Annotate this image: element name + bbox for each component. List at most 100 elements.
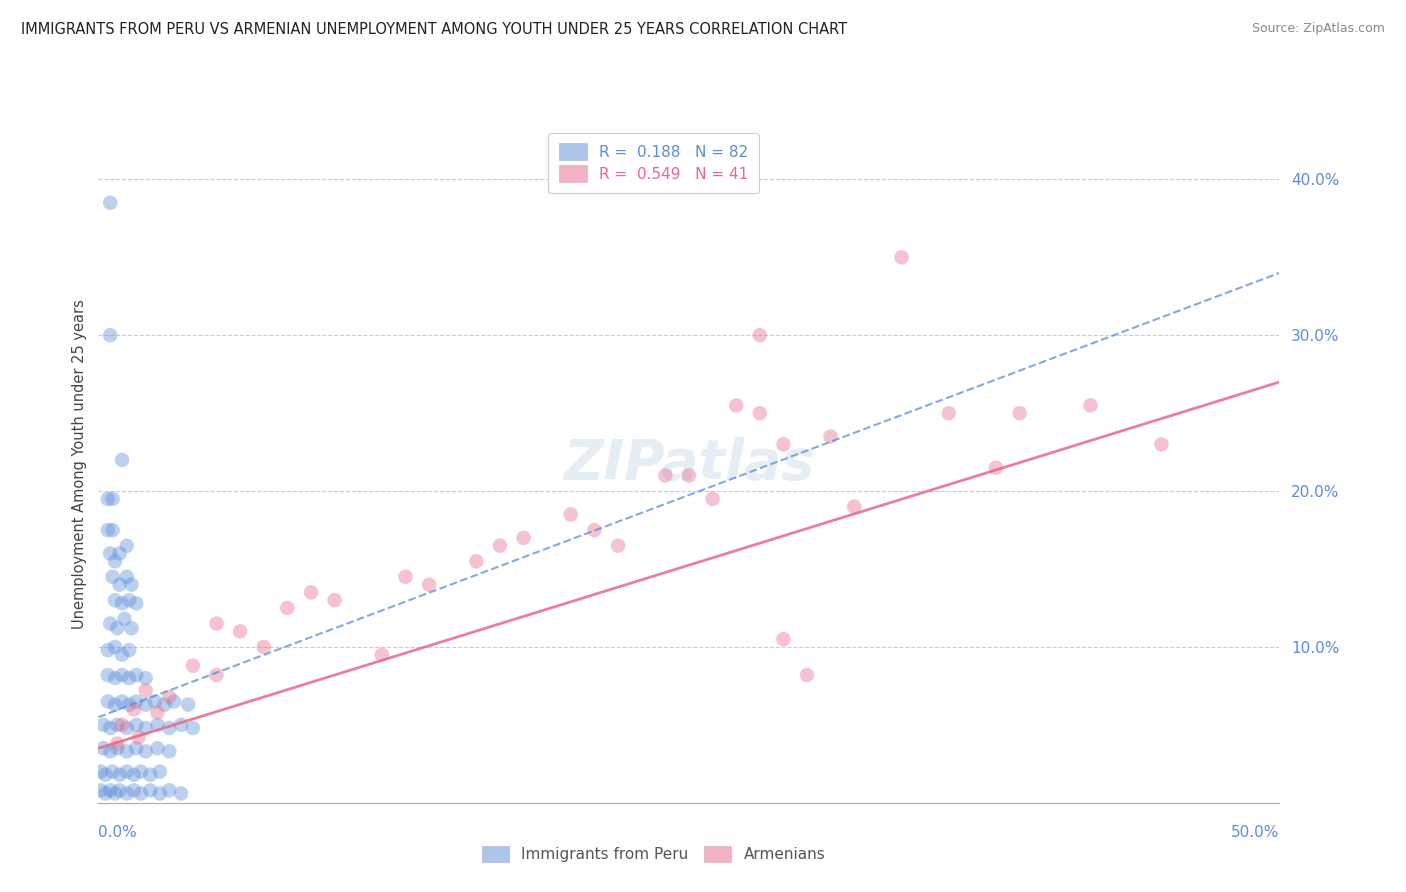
Point [489,539,512,553]
Point [104,554,127,568]
Legend: Immigrants from Peru, Armenians: Immigrants from Peru, Armenians [471,835,837,873]
Point [111,453,134,467]
Point [108,577,131,591]
Point [118,593,141,607]
Point [135,698,157,712]
Point [157,690,180,704]
Point [796,668,818,682]
Point [98,328,121,343]
Point [104,593,127,607]
Point [98,744,121,758]
Point [125,694,148,708]
Point [97,643,120,657]
Point [583,523,606,537]
Point [90,783,112,797]
Point [276,601,298,615]
Point [146,706,169,720]
Point [104,787,127,801]
Point [125,718,148,732]
Point [104,671,127,685]
Point [135,744,157,758]
Point [129,787,152,801]
Point [108,546,131,560]
Point [105,621,128,635]
Point [702,491,724,506]
Point [118,671,141,685]
Point [1150,437,1173,451]
Point [163,694,186,708]
Y-axis label: Unemployment Among Youth under 25 years: Unemployment Among Youth under 25 years [72,299,87,629]
Point [125,668,148,682]
Point [98,783,121,797]
Point [205,616,228,631]
Point [98,546,121,560]
Point [607,539,630,553]
Point [101,523,124,537]
Point [371,648,394,662]
Text: IMMIGRANTS FROM PERU VS ARMENIAN UNEMPLOYMENT AMONG YOUTH UNDER 25 YEARS CORRELA: IMMIGRANTS FROM PERU VS ARMENIAN UNEMPLO… [21,22,848,37]
Point [104,640,127,654]
Point [105,718,128,732]
Point [111,596,134,610]
Point [772,632,794,647]
Point [560,508,582,522]
Point [125,741,148,756]
Point [115,721,138,735]
Point [129,764,152,779]
Point [115,764,138,779]
Point [323,593,346,607]
Text: ZIPatlas: ZIPatlas [564,437,814,491]
Point [465,554,488,568]
Point [115,787,138,801]
Point [938,406,960,420]
Point [205,668,228,682]
Point [101,491,124,506]
Point [115,570,138,584]
Point [112,612,135,626]
Point [90,764,112,779]
Point [135,683,157,698]
Point [748,406,770,420]
Point [153,698,176,712]
Point [111,718,134,732]
Point [115,744,138,758]
Point [118,698,141,712]
Point [139,783,162,797]
Point [105,737,128,751]
Point [94,787,117,801]
Point [229,624,252,639]
Point [94,768,117,782]
Text: 50.0%: 50.0% [1232,825,1279,839]
Point [91,741,114,756]
Text: 0.0%: 0.0% [98,825,138,839]
Point [177,698,200,712]
Point [146,718,169,732]
Point [844,500,866,514]
Point [678,468,700,483]
Point [97,523,120,537]
Point [149,787,172,801]
Point [101,570,124,584]
Text: Source: ZipAtlas.com: Source: ZipAtlas.com [1251,22,1385,36]
Point [104,698,127,712]
Point [98,195,121,210]
Point [418,577,440,591]
Point [299,585,322,599]
Point [122,702,145,716]
Point [108,783,131,797]
Point [135,671,157,685]
Point [772,437,794,451]
Point [1080,398,1102,412]
Point [253,640,276,654]
Point [181,721,204,735]
Point [820,429,842,443]
Point [181,658,204,673]
Point [111,694,134,708]
Point [122,783,145,797]
Point [118,643,141,657]
Point [139,768,162,782]
Point [748,328,770,343]
Point [157,721,180,735]
Point [984,460,1007,475]
Point [143,694,166,708]
